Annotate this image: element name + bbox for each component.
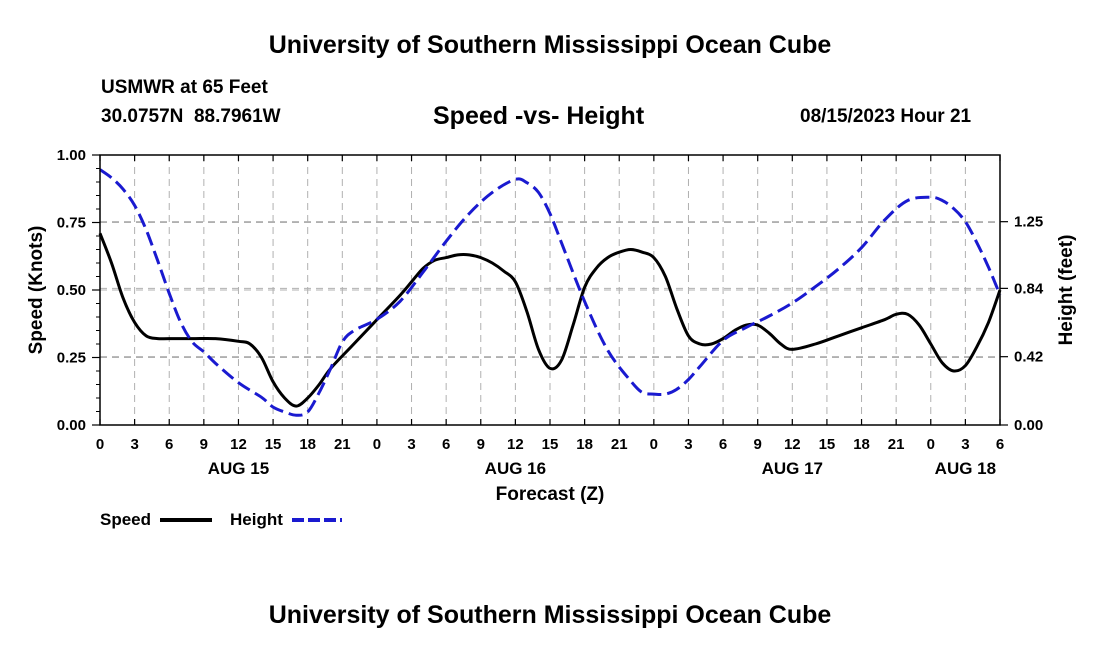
x-tick-label: 21 — [888, 436, 905, 453]
page-title: University of Southern Mississippi Ocean… — [268, 31, 832, 59]
station-label: USMWR at 65 Feet — [101, 77, 268, 98]
x-tick-label: 3 — [684, 436, 692, 453]
x-tick-label: 15 — [265, 436, 282, 453]
y2-tick-label: 0.00 — [1014, 417, 1043, 434]
axes: 0 3 6 9 12 15 18 21 0 3 6 9 12 15 18 21 0 3 6 9 12 15 18 21 0 3 6A… — [57, 147, 1044, 478]
date-label: AUG 15 — [208, 459, 269, 478]
x-tick-label: 18 — [853, 436, 870, 453]
date-label: AUG 17 — [762, 459, 823, 478]
x-tick-label: 9 — [477, 436, 485, 453]
station-coordinates: 30.0757N 88.7961W — [101, 106, 281, 127]
x-tick-label: 6 — [165, 436, 173, 453]
y2-tick-label: 0.84 — [1014, 280, 1044, 297]
x-tick-label: 3 — [407, 436, 415, 453]
y2-axis-label: Height (feet) — [1056, 235, 1077, 346]
x-tick-label: 9 — [200, 436, 208, 453]
forecast-datetime: 08/15/2023 Hour 21 — [800, 106, 972, 127]
x-tick-label: 0 — [96, 436, 104, 453]
y-tick-label: 0.25 — [57, 350, 86, 367]
x-tick-label: 3 — [130, 436, 138, 453]
date-label: AUG 16 — [485, 459, 546, 478]
y2-tick-label: 1.25 — [1014, 214, 1043, 231]
y-axis-label: Speed (Knots) — [26, 226, 47, 355]
grid — [100, 155, 1000, 426]
x-tick-label: 3 — [961, 436, 969, 453]
footer-title: University of Southern Mississippi Ocean… — [268, 601, 832, 629]
y-tick-label: 0.75 — [57, 215, 86, 232]
x-tick-label: 12 — [507, 436, 524, 453]
chart-title: Speed -vs- Height — [433, 102, 645, 130]
x-tick-label: 0 — [650, 436, 658, 453]
x-tick-label: 9 — [754, 436, 762, 453]
legend-speed-label: Speed — [100, 510, 151, 529]
x-tick-label: 6 — [996, 436, 1004, 453]
x-tick-label: 6 — [719, 436, 727, 453]
x-tick-label: 15 — [542, 436, 559, 453]
y-tick-label: 0.50 — [57, 282, 86, 299]
x-tick-label: 15 — [819, 436, 836, 453]
x-tick-label: 18 — [576, 436, 593, 453]
x-tick-label: 12 — [784, 436, 801, 453]
x-tick-label: 12 — [230, 436, 247, 453]
x-tick-label: 0 — [927, 436, 935, 453]
x-tick-label: 18 — [299, 436, 316, 453]
x-tick-label: 21 — [611, 436, 628, 453]
date-label: AUG 18 — [935, 459, 996, 478]
y-tick-label: 1.00 — [57, 147, 86, 164]
series-layer — [98, 168, 1002, 417]
x-tick-label: 6 — [442, 436, 450, 453]
x-axis-label: Forecast (Z) — [496, 484, 605, 505]
series-height-line — [99, 168, 1002, 417]
x-tick-label: 0 — [373, 436, 381, 453]
y-tick-label: 0.00 — [57, 417, 86, 434]
y2-tick-label: 0.42 — [1014, 349, 1043, 366]
series-speed-line — [98, 232, 1002, 408]
legend: Speed Height — [100, 510, 342, 529]
x-tick-label: 21 — [334, 436, 351, 453]
legend-height-label: Height — [230, 510, 283, 529]
